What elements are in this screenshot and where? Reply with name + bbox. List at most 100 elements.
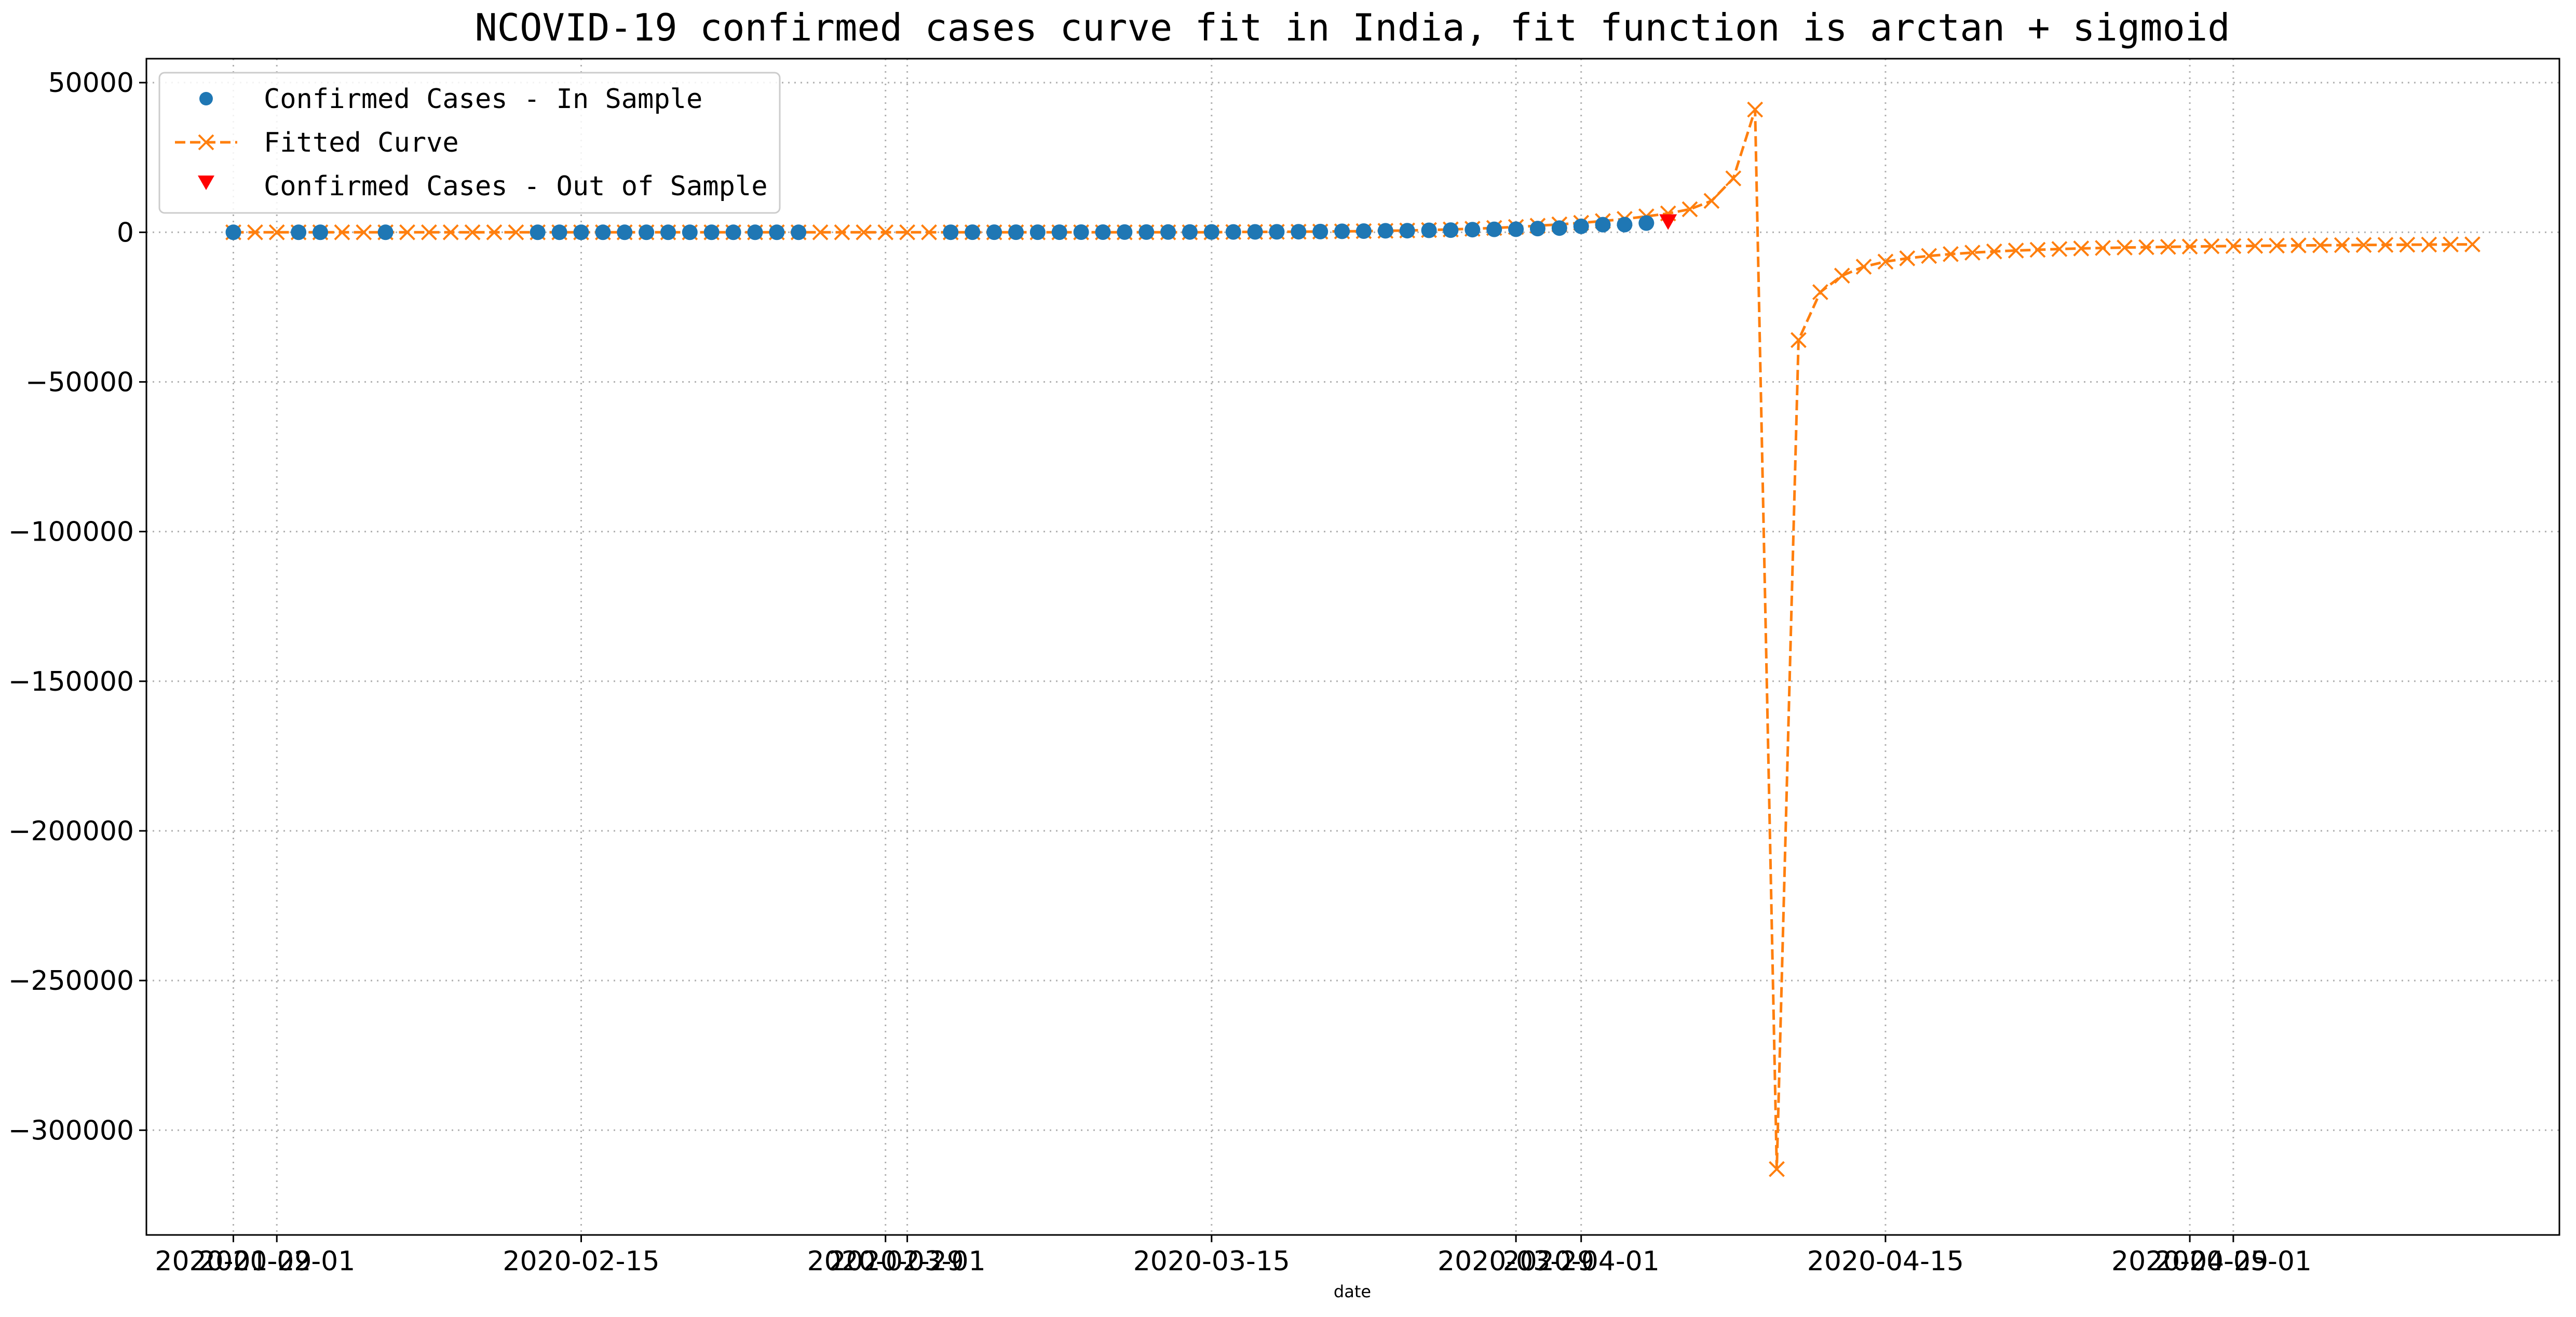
in-sample-point — [595, 224, 611, 240]
fitted-curve-point — [2269, 237, 2285, 254]
fitted-curve-point — [2008, 242, 2024, 259]
fitted-curve-point — [399, 224, 415, 240]
legend: Confirmed Cases - In Sample Fitted Curve… — [158, 72, 781, 214]
fitted-curve-point — [1812, 284, 1828, 300]
x-tick-label: 2020-04-15 — [1807, 1246, 1964, 1277]
in-sample-point — [965, 224, 981, 240]
x-tick-label: 2020-01-29 — [155, 1246, 311, 1277]
in-sample-point — [1095, 224, 1111, 240]
fitted-curve-point — [1964, 245, 1981, 261]
fitted-curve-point — [2073, 240, 2090, 257]
y-tick-label: 0 — [117, 217, 134, 248]
fitted-curve-point — [2355, 237, 2372, 253]
in-sample-point — [1421, 222, 1437, 238]
x-tick-label: 2020-03-29 — [1438, 1246, 1594, 1277]
x-tick-label: 2020-03-01 — [829, 1246, 985, 1277]
in-sample-point — [313, 224, 328, 240]
in-sample-point — [725, 224, 741, 240]
in-sample-point — [1225, 224, 1241, 240]
fitted-curve-point — [2334, 237, 2350, 253]
fitted-curve-point — [1855, 259, 1872, 275]
y-tick-label: −250000 — [8, 965, 134, 997]
in-sample-point — [551, 224, 567, 240]
in-sample-point — [1486, 221, 1502, 237]
in-sample-point — [1312, 223, 1328, 239]
x-tick-label: 2020-04-01 — [1503, 1246, 1660, 1277]
fitted-curve-point — [1682, 201, 1698, 218]
fitted-curve-point — [877, 224, 894, 240]
in-sample-point — [1465, 222, 1481, 238]
fitted-curve-point — [2181, 238, 2198, 255]
fitted-curve-point — [2138, 239, 2154, 256]
chart-title: NCOVID-19 confirmed cases curve fit in I… — [474, 6, 2230, 49]
out-of-sample-series — [1659, 214, 1677, 230]
in-sample-point — [1029, 224, 1046, 240]
fitted-curve-point — [1899, 250, 1916, 266]
legend-entry-fitted-curve: Fitted Curve — [175, 127, 459, 158]
fitted-curve-point — [2117, 239, 2133, 256]
y-tick-label: −150000 — [8, 666, 134, 697]
in-sample-point — [1203, 224, 1219, 240]
in-sample-point — [682, 224, 698, 240]
fitted-curve-point — [1877, 253, 1894, 270]
fitted-curve-point — [486, 224, 503, 240]
in-sample-point — [1551, 220, 1567, 236]
legend-label-in-sample: Confirmed Cases - In Sample — [264, 84, 702, 115]
in-sample-point — [1617, 217, 1633, 233]
fitted-curve-point — [2160, 238, 2176, 255]
fitted-curve-point — [1769, 1161, 1785, 1177]
in-sample-point — [1573, 218, 1589, 234]
in-sample-point — [1595, 217, 1611, 233]
in-sample-point — [1291, 224, 1307, 240]
in-sample-point — [1334, 223, 1350, 239]
legend-entry-in-sample: Confirmed Cases - In Sample — [199, 84, 702, 115]
y-tick-label: −100000 — [8, 517, 134, 548]
fitted-curve-point — [508, 224, 524, 240]
in-sample-point — [1117, 224, 1133, 240]
in-sample-point — [1508, 221, 1524, 237]
fitted-curve-point — [2225, 238, 2242, 254]
fitted-curve-point — [334, 224, 350, 240]
fitted-curve-point — [2203, 238, 2220, 254]
in-sample-point — [703, 224, 720, 240]
in-sample-point — [639, 224, 655, 240]
in-sample-point — [1355, 223, 1372, 239]
legend-marker-out-of-sample — [198, 176, 214, 190]
fitted-curve-point — [2247, 237, 2263, 254]
fitted-curve-point — [421, 224, 437, 240]
legend-box — [158, 72, 781, 214]
in-sample-point — [225, 224, 241, 240]
in-sample-point — [617, 224, 633, 240]
fitted-curve-point — [1725, 170, 1742, 186]
legend-label-fitted-curve: Fitted Curve — [264, 127, 459, 158]
in-sample-point — [943, 224, 959, 240]
fitted-curve-point — [2443, 236, 2459, 253]
x-tick-label: 2020-02-15 — [503, 1246, 659, 1277]
in-sample-point — [1443, 222, 1459, 238]
fitted-curve-point — [247, 224, 263, 240]
plot-frame — [145, 58, 2560, 1236]
fitted-curve-point — [921, 224, 937, 240]
legend-label-out-of-sample: Confirmed Cases - Out of Sample — [264, 171, 768, 202]
fitted-curve-line — [233, 109, 2473, 1170]
fitted-curve-point — [2029, 241, 2046, 258]
in-sample-point — [1051, 224, 1067, 240]
in-sample-point — [1073, 224, 1089, 240]
fitted-curve-point — [2290, 237, 2307, 254]
fitted-curve-point — [1986, 243, 2002, 260]
in-sample-point — [1269, 224, 1285, 240]
in-sample-series — [225, 215, 1655, 240]
x-tick-label: 2020-02-29 — [807, 1246, 964, 1277]
fitted-curve-point — [2377, 237, 2394, 253]
fitted-curve-point — [2095, 240, 2111, 256]
y-tick-label: 50000 — [48, 68, 134, 99]
in-sample-point — [1138, 224, 1155, 240]
in-sample-point — [1247, 224, 1263, 240]
in-sample-point — [1638, 215, 1655, 231]
y-axis-ticks: 50000 0 −50000 −100000 −150000 −200000 −250000… — [8, 68, 146, 1146]
fitted-curve-point — [356, 224, 372, 240]
fitted-curve-point — [1943, 246, 1959, 262]
in-sample-point — [1377, 223, 1393, 239]
